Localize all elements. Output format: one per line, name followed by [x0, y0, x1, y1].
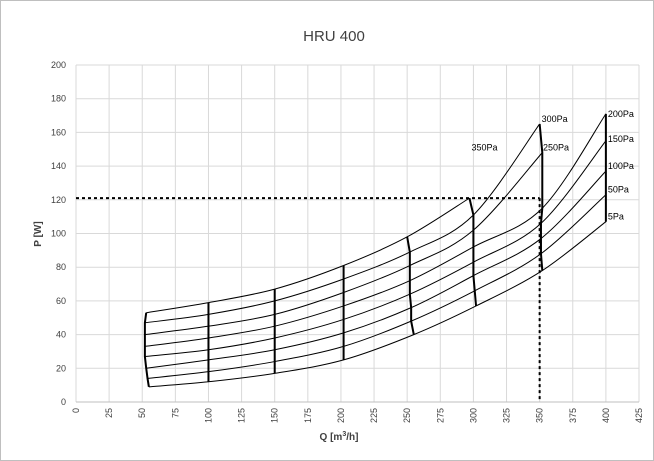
series-labels-layer: 5Pa 50Pa 100Pa 150Pa 200Pa 250Pa 300Pa 350Pa — [471, 109, 633, 222]
y-axis-title: P [W] — [33, 221, 44, 246]
pressure-curve-5Pa — [148, 221, 607, 388]
airflow-line — [468, 197, 478, 307]
x-tick-label: 275 — [435, 408, 445, 423]
chart-title: HRU 400 — [303, 28, 365, 45]
y-tick-label: 120 — [51, 195, 66, 205]
x-tick-label: 175 — [303, 408, 313, 423]
x-tick-label: 125 — [237, 408, 247, 423]
y-tick-label: 0 — [61, 397, 66, 407]
pressure-curves-layer — [144, 113, 607, 388]
series-label-100Pa: 100Pa — [608, 161, 634, 171]
axis-layer: 0 25 50 75 100 125 150 175 200 225 250 275 300 325 350… — [51, 60, 644, 423]
pressure-curve-50Pa — [147, 194, 607, 379]
pressure-curve-150Pa — [144, 140, 607, 358]
x-tick-label: 300 — [468, 408, 478, 423]
x-tick-label: 375 — [568, 408, 578, 423]
x-tick-label: 250 — [402, 408, 412, 423]
x-tick-label: 150 — [270, 408, 280, 423]
x-tick-label: 325 — [502, 408, 512, 423]
x-tick-label: 350 — [535, 408, 545, 423]
y-tick-label: 200 — [51, 60, 66, 70]
pressure-curve-200Pa — [144, 113, 607, 347]
x-tick-label: 75 — [170, 408, 180, 418]
y-tick-label: 160 — [51, 127, 66, 137]
series-label-300Pa: 300Pa — [542, 114, 568, 124]
airflow-line — [143, 312, 150, 387]
y-tick-label: 180 — [51, 94, 66, 104]
x-axis-title: Q [m3/h] — [320, 431, 359, 443]
y-tick-label: 40 — [56, 330, 66, 340]
series-label-150Pa: 150Pa — [608, 134, 634, 144]
airflow-line — [406, 236, 415, 335]
y-tick-label: 60 — [56, 296, 66, 306]
series-label-200Pa: 200Pa — [608, 109, 634, 119]
x-tick-label: 0 — [71, 408, 81, 413]
airflow-line — [538, 123, 544, 271]
pressure-curve-100Pa — [146, 170, 607, 369]
x-tick-label: 50 — [137, 408, 147, 418]
airflow-lines-layer — [143, 113, 607, 387]
y-tick-label: 140 — [51, 161, 66, 171]
series-label-5Pa: 5Pa — [608, 212, 624, 222]
y-tick-label: 80 — [56, 262, 66, 272]
x-tick-label: 100 — [203, 408, 213, 423]
series-label-350Pa: 350Pa — [471, 143, 497, 153]
x-tick-label: 200 — [336, 408, 346, 423]
x-tick-label: 425 — [634, 408, 644, 423]
y-tick-label: 100 — [51, 229, 66, 239]
x-tick-label: 400 — [601, 408, 611, 423]
series-label-50Pa: 50Pa — [608, 185, 629, 195]
series-label-250Pa: 250Pa — [543, 143, 569, 153]
x-tick-label: 25 — [104, 408, 114, 418]
reference-lines-layer — [76, 197, 541, 402]
y-tick-label: 20 — [56, 363, 66, 373]
x-tick-label: 225 — [369, 408, 379, 423]
